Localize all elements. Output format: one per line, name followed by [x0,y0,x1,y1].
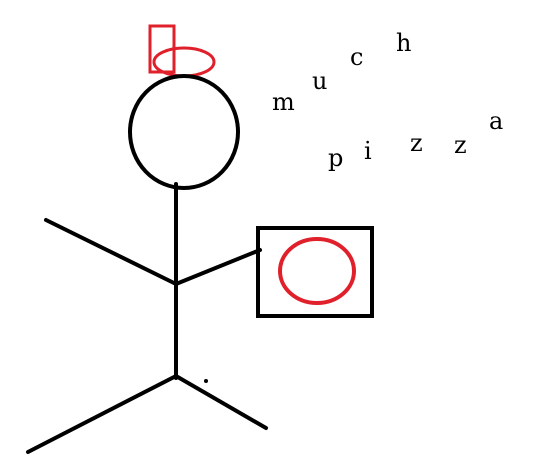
caption-letter: z [454,131,467,159]
left-leg [26,374,178,454]
hat-icon [148,24,216,78]
caption-letter: u [312,67,327,95]
dot-mark [204,379,208,383]
caption-pizza: p i z z a [328,107,503,172]
caption-letter: c [350,43,363,71]
head [128,74,240,190]
caption-letter: a [489,107,503,135]
caption-letter: z [410,129,423,157]
right-leg [174,374,268,430]
pizza [278,237,356,305]
right-arm [174,248,262,286]
caption-letter: m [272,88,295,116]
pizza-box [256,226,374,318]
left-arm [44,218,178,286]
caption-letter: p [328,144,343,172]
caption-letter: i [364,137,372,165]
pizza-box-icon [256,226,374,318]
caption-letter: h [396,29,411,57]
hat-brim [152,46,216,78]
caption-much: m u c h [272,29,411,116]
